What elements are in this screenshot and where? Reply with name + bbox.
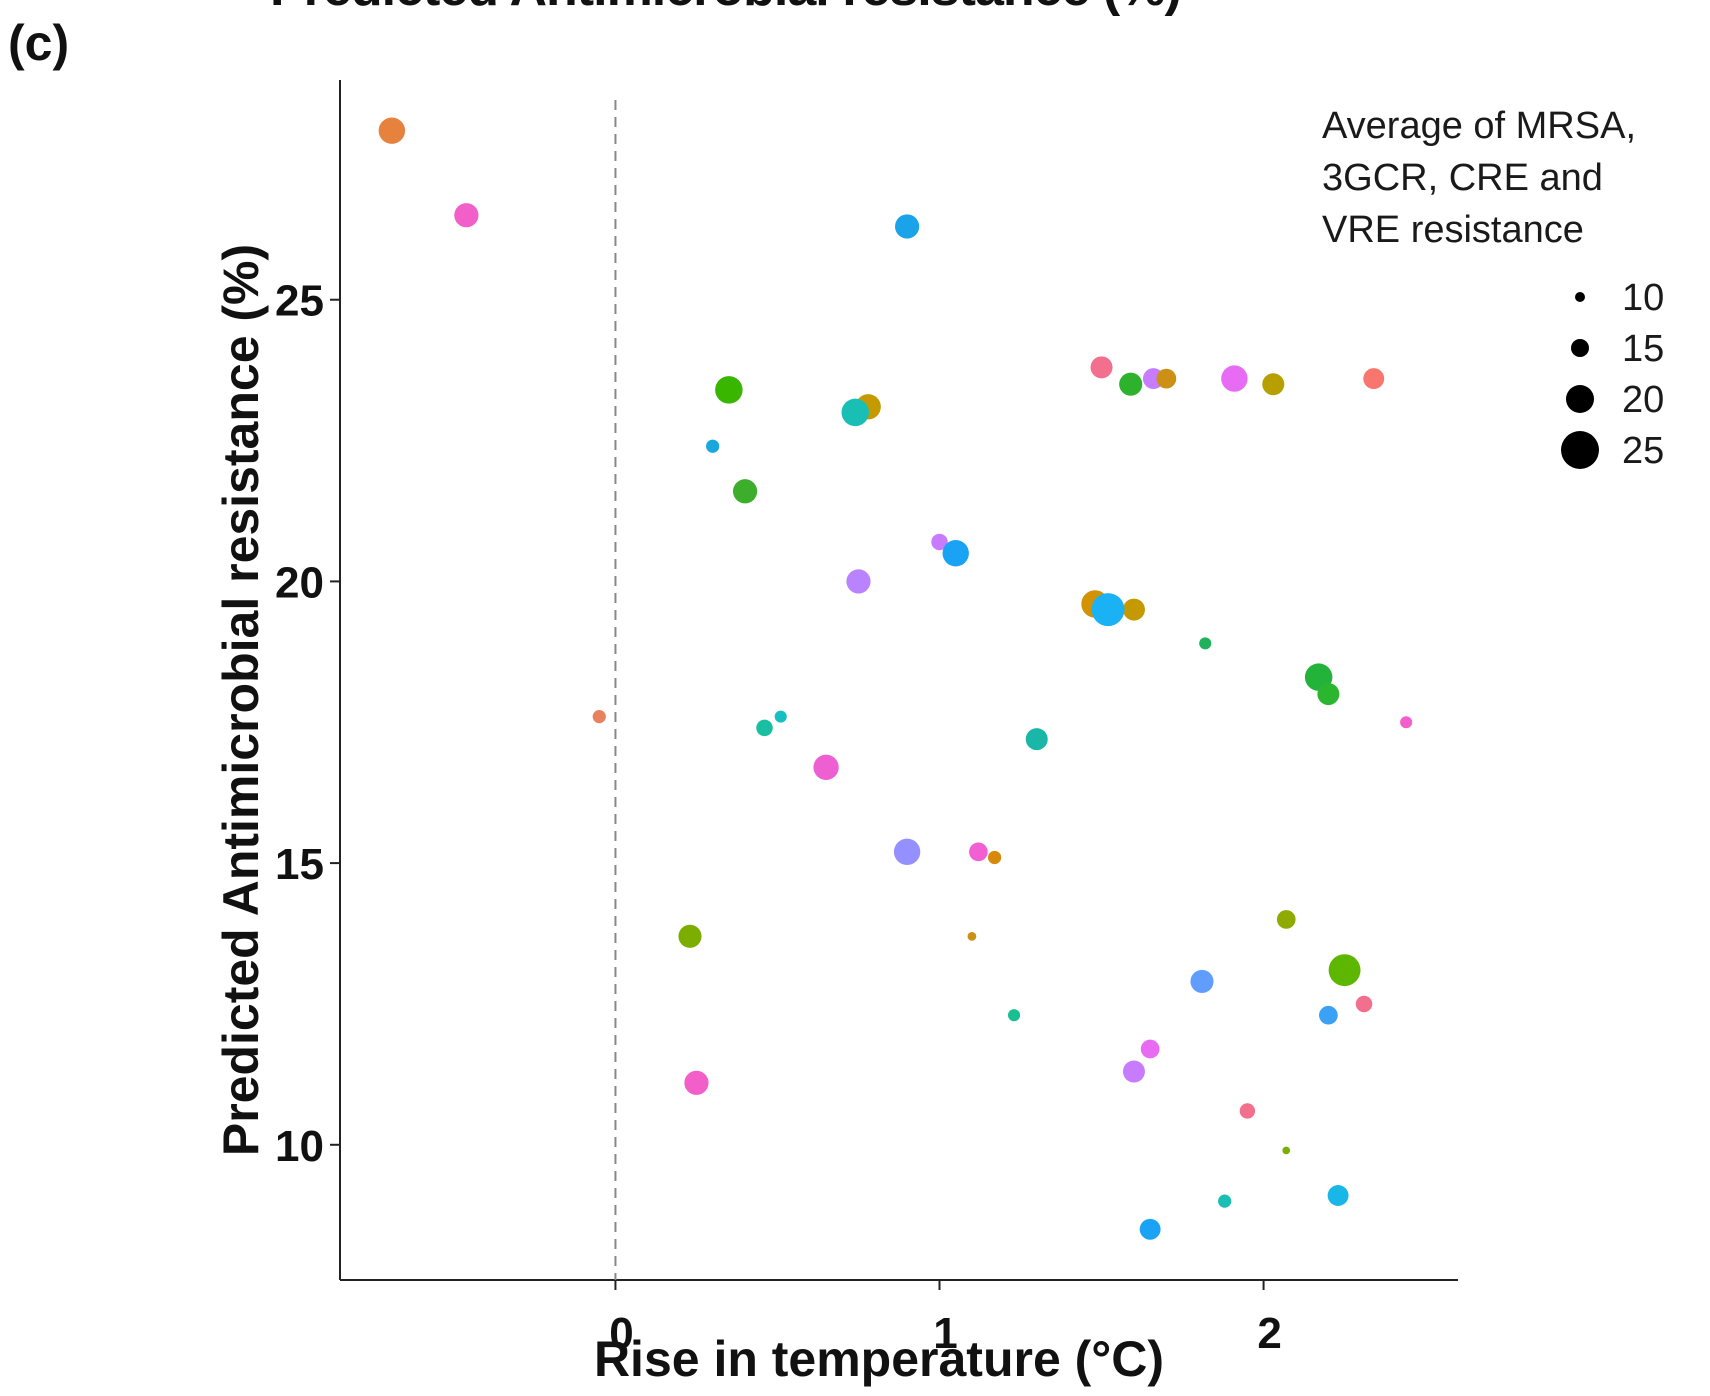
data-point xyxy=(1156,368,1177,389)
data-point xyxy=(1091,593,1125,627)
data-point xyxy=(1025,728,1048,751)
x-tick-label: 1 xyxy=(933,1309,957,1358)
data-point xyxy=(895,214,920,239)
chart-title: Predicted Antimicrobial resistance (%) xyxy=(270,0,1182,18)
data-points xyxy=(378,117,1413,1240)
data-point xyxy=(841,398,870,427)
data-point xyxy=(967,931,977,941)
data-point xyxy=(1199,637,1212,650)
y-tick-label: 25 xyxy=(275,277,324,326)
y-tick-label: 10 xyxy=(275,1122,324,1171)
data-point xyxy=(1363,368,1385,390)
data-point xyxy=(1139,1218,1161,1240)
data-point xyxy=(1090,356,1113,379)
legend-size-label: 10 xyxy=(1622,277,1664,319)
data-point xyxy=(1317,683,1340,706)
legend-size-key xyxy=(1561,431,1599,469)
data-point xyxy=(706,439,720,453)
data-point xyxy=(774,710,787,723)
data-point xyxy=(1328,954,1361,987)
legend-size-label: 25 xyxy=(1622,430,1664,472)
data-point xyxy=(846,569,871,594)
data-point xyxy=(756,719,773,737)
data-point xyxy=(715,376,743,404)
data-point xyxy=(1122,1060,1145,1083)
data-point xyxy=(969,842,988,862)
x-tick-label: 0 xyxy=(609,1309,633,1358)
legend-size-label: 20 xyxy=(1622,379,1664,421)
data-point xyxy=(1282,1146,1291,1155)
data-point xyxy=(1239,1103,1256,1119)
data-point xyxy=(1122,598,1145,621)
data-point xyxy=(592,710,606,724)
data-point xyxy=(1119,372,1143,396)
data-point xyxy=(1327,1185,1349,1206)
data-point xyxy=(378,117,406,144)
data-point xyxy=(1221,365,1248,392)
data-point xyxy=(1262,373,1285,396)
data-point xyxy=(893,838,921,866)
data-point xyxy=(454,203,479,228)
legend-size-keys: 10 15 20 25 xyxy=(1561,277,1664,472)
x-tick-label: 2 xyxy=(1257,1309,1281,1358)
data-point xyxy=(1218,1194,1232,1208)
data-point xyxy=(942,540,969,567)
data-point xyxy=(1276,910,1296,929)
data-point xyxy=(1355,995,1373,1013)
data-point xyxy=(678,924,702,948)
data-point xyxy=(1140,1039,1160,1059)
y-tick-label: 20 xyxy=(275,558,324,607)
y-tick-label: 15 xyxy=(275,840,324,889)
data-point xyxy=(987,850,1002,865)
data-point xyxy=(684,1070,709,1095)
data-point xyxy=(1190,969,1214,993)
axis-ticks: 0 1 2 10 15 20 25 xyxy=(275,277,1282,1358)
legend-size-key xyxy=(1575,292,1585,302)
data-point xyxy=(931,533,948,551)
legend-size-label: 15 xyxy=(1622,328,1664,370)
x-axis-title: Rise in temperature (°C) xyxy=(594,1331,1164,1387)
data-point xyxy=(813,754,839,780)
y-axis-title: Predicted Antimicrobial resistance (%) xyxy=(213,244,269,1156)
panel-label: (c) xyxy=(8,15,70,71)
data-point xyxy=(732,479,758,504)
data-point xyxy=(1400,716,1413,729)
legend-title: Average of MRSA, 3GCR, CRE and VRE resis… xyxy=(1322,105,1637,251)
legend-size-key xyxy=(1571,339,1589,357)
data-point xyxy=(1007,1009,1021,1022)
legend-size-key xyxy=(1566,385,1594,413)
data-point xyxy=(1319,1005,1338,1025)
